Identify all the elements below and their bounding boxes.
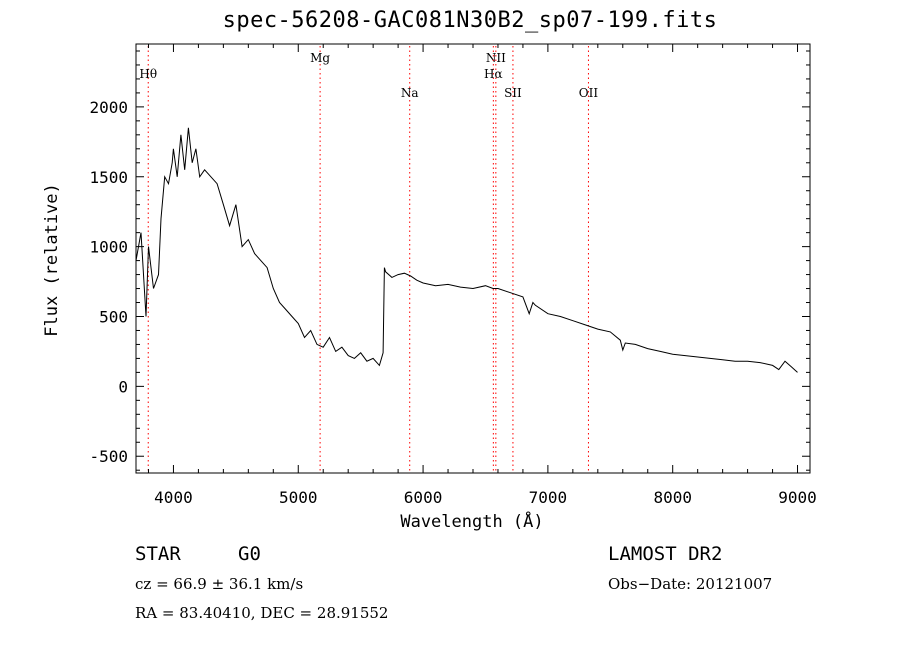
observation-date: Obs−Date: 20121007	[608, 575, 773, 593]
spectral-subclass: G0	[238, 543, 261, 565]
y-tick-label: -500	[89, 447, 128, 466]
marker-label: OII	[579, 86, 599, 100]
x-tick-label: 5000	[279, 488, 318, 507]
x-tick-label: 8000	[653, 488, 692, 507]
x-axis-label: Wavelength (Å)	[400, 512, 544, 532]
plot-frame	[135, 43, 811, 474]
marker-label: Mg	[310, 51, 330, 65]
x-tick-label: 6000	[404, 488, 443, 507]
y-tick-label: 1500	[89, 168, 128, 187]
marker-label: NII	[486, 51, 506, 65]
marker-label: Hθ	[139, 67, 157, 81]
marker-label: Hα	[484, 67, 503, 81]
x-tick-label: 7000	[529, 488, 568, 507]
x-tick-label: 4000	[154, 488, 193, 507]
y-axis-label: Flux (relative)	[42, 183, 62, 337]
chart-title: spec-56208-GAC081N30B2_sp07-199.fits	[222, 8, 718, 33]
velocity-readout: cz = 66.9 ± 36.1 km/s	[135, 575, 304, 593]
marker-label: SII	[504, 86, 522, 100]
y-tick-label: 500	[99, 307, 128, 326]
x-tick-label: 9000	[778, 488, 817, 507]
object-type: STAR	[135, 543, 181, 565]
y-tick-label: 0	[118, 377, 128, 396]
y-tick-label: 2000	[89, 98, 128, 117]
spectrum-series-line	[135, 127, 798, 373]
survey-name: LAMOST DR2	[608, 543, 723, 565]
coordinates-readout: RA = 83.40410, DEC = 28.91552	[135, 604, 389, 622]
y-tick-label: 1000	[89, 238, 128, 257]
marker-label: Na	[401, 86, 419, 100]
